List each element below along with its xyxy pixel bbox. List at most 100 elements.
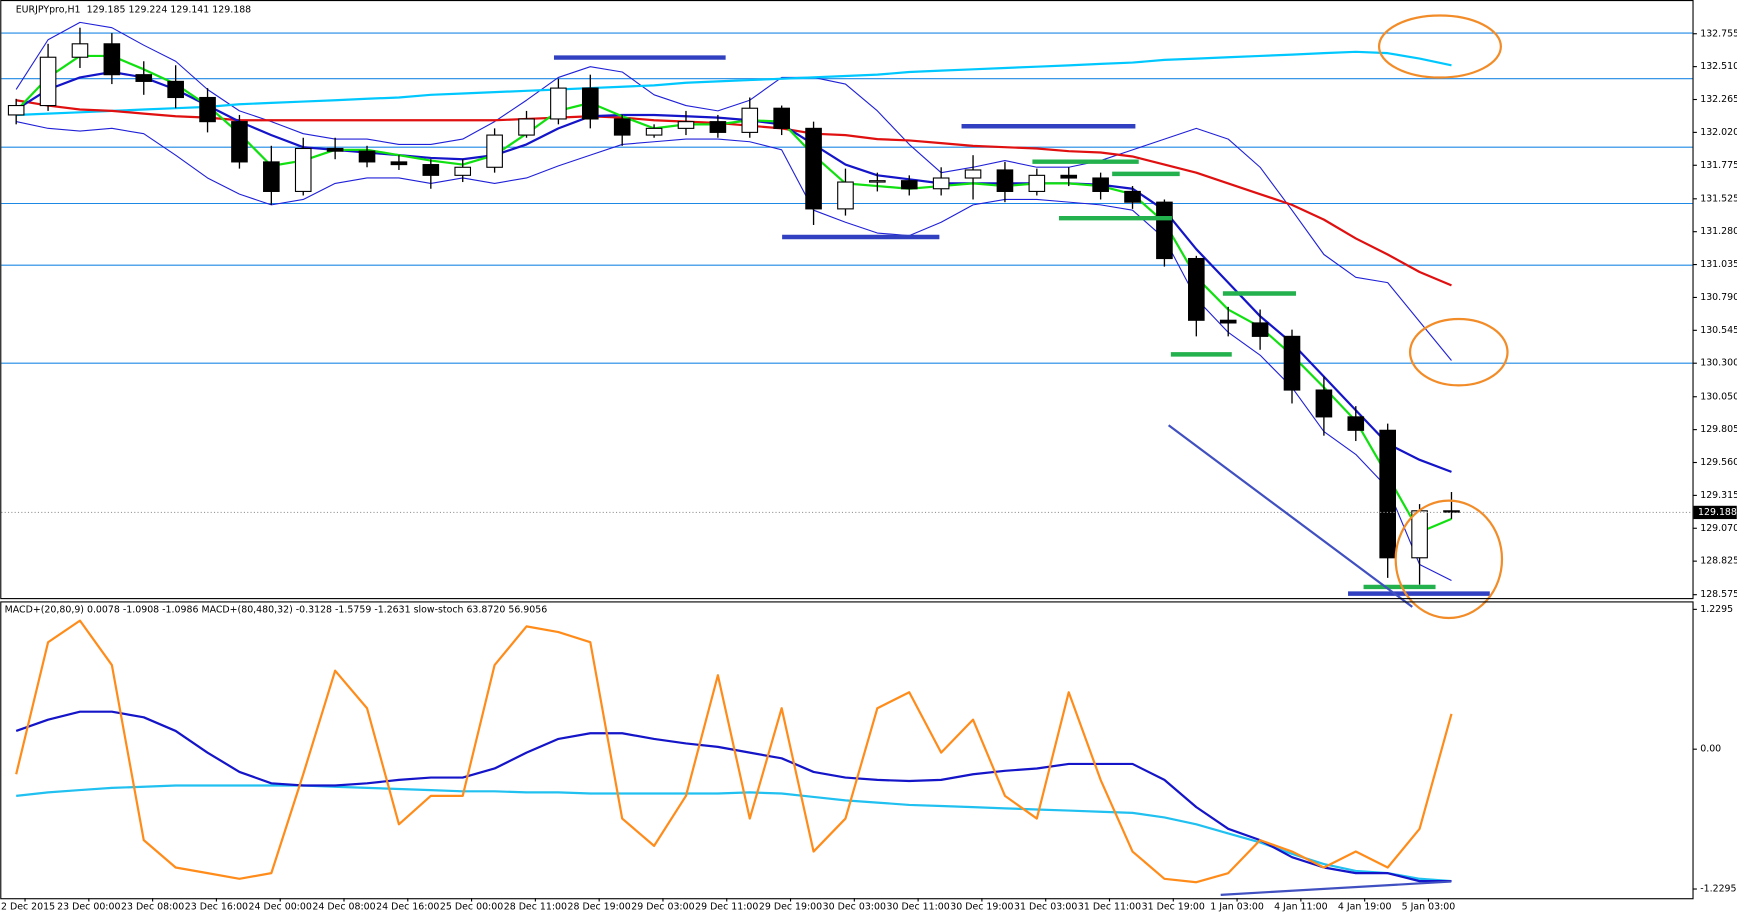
candle-body (390, 161, 408, 166)
candle-body (1219, 319, 1237, 324)
chart-title: EURJPYpro,H1 (16, 4, 81, 15)
x-tick-label: 24 Dec 16:00 (376, 902, 439, 913)
trend-line (1167, 424, 1413, 608)
x-tick-label: 4 Jan 19:00 (1338, 902, 1392, 913)
candle-body (199, 96, 216, 123)
candle-body (1060, 174, 1078, 179)
y-tick-label: 1.2295 (1700, 604, 1733, 615)
x-tick-label: 22 Dec 2015 (0, 902, 55, 913)
y-tick-label: 130.300 (1700, 358, 1737, 369)
y-tick-label: 129.805 (1700, 424, 1737, 435)
candle-body (996, 169, 1014, 192)
price-panel (1, 21, 1693, 585)
x-tick-label: 23 Dec 00:00 (57, 902, 120, 913)
band-line (15, 21, 1452, 361)
candle-body (7, 104, 25, 116)
candle-body (869, 180, 886, 183)
candle-body (326, 147, 344, 152)
candle-body (773, 107, 790, 129)
candle-body (1443, 510, 1460, 513)
candle-body (709, 121, 727, 133)
x-tick-label: 25 Dec 00:00 (440, 902, 503, 913)
y-tick-label: 131.775 (1700, 160, 1737, 171)
candle-body (454, 166, 472, 176)
x-tick-label: 24 Dec 00:00 (249, 902, 312, 913)
candle-body (39, 56, 57, 107)
candle-body (422, 164, 440, 176)
y-tick-label: 131.525 (1700, 193, 1737, 204)
candle-body (1347, 416, 1365, 431)
x-tick-label: 28 Dec 11:00 (504, 902, 567, 913)
x-tick-label: 24 Dec 08:00 (312, 902, 375, 913)
candle-body (932, 177, 950, 190)
candle-body (358, 150, 376, 163)
candle-body (167, 80, 184, 99)
candle-body (1411, 510, 1428, 559)
y-tick-label: 130.790 (1700, 292, 1737, 303)
candle-body (1188, 257, 1205, 321)
candle-body (1315, 389, 1333, 418)
candle-body (231, 121, 248, 163)
x-tick-label: 29 Dec 11:00 (695, 902, 758, 913)
y-tick-label: 129.315 (1700, 490, 1737, 501)
y-tick-label: 132.020 (1700, 127, 1737, 138)
candle-body (581, 87, 599, 120)
candle-body (550, 87, 567, 120)
candle-body (294, 147, 312, 192)
x-tick-label: 30 Dec 11:00 (886, 902, 949, 913)
moving-average (15, 70, 1452, 473)
x-tick-label: 5 Jan 03:00 (1402, 902, 1456, 913)
candle-body (677, 121, 695, 129)
y-tick-label: 128.825 (1700, 556, 1737, 567)
indicator-line (16, 784, 1452, 883)
indicator-title: MACD+(20,80,9) 0.0078 -1.0908 -1.0986 MA… (5, 605, 548, 616)
x-tick-label: 31 Dec 19:00 (1142, 902, 1205, 913)
y-tick-label: 128.575 (1700, 589, 1737, 600)
trend-line (1220, 880, 1452, 896)
candle-body (1156, 201, 1173, 260)
y-tick-label: 132.755 (1700, 28, 1737, 39)
x-tick-label: 31 Dec 03:00 (1014, 902, 1077, 913)
y-tick-label: 129.070 (1700, 523, 1737, 534)
x-tick-label: 23 Dec 16:00 (185, 902, 248, 913)
y-tick-label: 132.510 (1700, 61, 1737, 72)
candle-body (805, 127, 822, 210)
x-tick-label: 30 Dec 03:00 (823, 902, 886, 913)
candle-body (135, 74, 153, 82)
drawings (553, 14, 1509, 896)
y-tick-label: 0.00 (1700, 744, 1721, 755)
x-tick-label: 29 Dec 19:00 (759, 902, 822, 913)
candle-body (518, 118, 535, 136)
moving-average (15, 99, 1452, 287)
candle-body (964, 169, 982, 179)
candle-body (1028, 174, 1046, 192)
quote: 129.185 129.224 129.141 129.188 (87, 4, 252, 15)
y-tick-label: 130.050 (1700, 391, 1737, 402)
candle-body (103, 43, 121, 76)
y-tick-label: 131.280 (1700, 226, 1737, 237)
candle-body (741, 107, 759, 133)
x-tick-label: 30 Dec 19:00 (950, 902, 1013, 913)
candle-body (263, 161, 280, 192)
indicator-panel (15, 619, 1453, 884)
highlight-circle (1394, 499, 1504, 620)
indicator-frame (0, 601, 1694, 900)
last-price-box (1693, 505, 1737, 520)
candle-body (71, 43, 89, 58)
y-tick-label: 131.035 (1700, 259, 1737, 270)
candle-body (1092, 177, 1109, 192)
indicator-line (15, 619, 1453, 884)
last-price-label: 129.188 (1698, 507, 1737, 518)
band-line (16, 121, 1452, 582)
x-tick-label: 29 Dec 03:00 (631, 902, 694, 913)
price-frame (0, 0, 1694, 600)
moving-average (15, 54, 1452, 534)
candle-body (486, 134, 503, 168)
x-tick-label: 1 Jan 03:00 (1210, 902, 1264, 913)
y-tick-label: 132.265 (1700, 94, 1737, 105)
candle-body (1251, 322, 1269, 337)
candle-body (1283, 335, 1301, 391)
